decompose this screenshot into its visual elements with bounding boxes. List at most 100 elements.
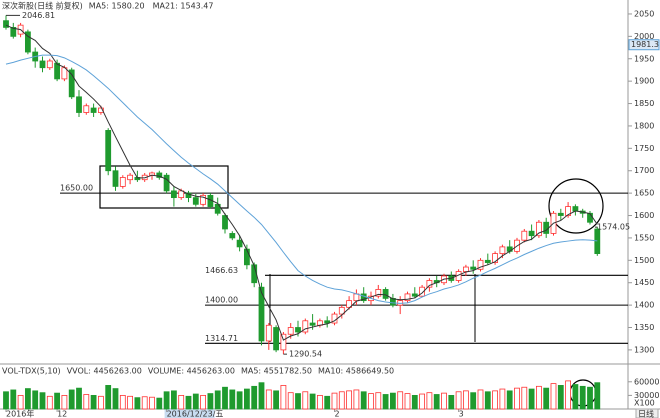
volume-bar (258, 382, 265, 410)
volume-legend: VVOL: 4456263.00 (67, 367, 142, 376)
volume-bar (10, 389, 17, 410)
volume-bar (375, 392, 382, 410)
y-tick-label: 1350 (634, 323, 654, 332)
volume-bar (163, 391, 170, 410)
volume-bar (309, 393, 316, 410)
volume-bar (368, 393, 374, 410)
candle-body (594, 228, 601, 255)
level-label: 1400.00 (205, 296, 238, 305)
candle-body (200, 194, 207, 205)
candle-body (587, 212, 593, 223)
candle-body (309, 322, 316, 326)
volume-bar (265, 389, 272, 410)
volume-bar (178, 394, 185, 410)
candle-body (411, 293, 418, 297)
volume-bar (105, 385, 112, 410)
candle-body (68, 69, 75, 98)
volume-bar (287, 392, 294, 410)
y-tick-label: 1900 (634, 77, 654, 86)
candle-body (3, 20, 9, 28)
volume-bar (90, 394, 97, 410)
y-tick-label: 1950 (634, 54, 654, 63)
y-tick-label: 2050 (634, 9, 654, 18)
y-tick-label: 1600 (634, 211, 654, 220)
legend-entry: MA21: 1543.47 (153, 2, 214, 11)
ma-line (5, 54, 598, 304)
candle-body (24, 31, 31, 53)
period-label: 日线 (638, 409, 654, 418)
volume-bar (17, 394, 24, 410)
volume-bar (338, 391, 345, 410)
volume-bar (185, 395, 192, 410)
volume-bar (46, 395, 53, 410)
volume-bar (433, 394, 440, 410)
volume-bar (543, 387, 550, 410)
price-tag: 1981.3 (631, 40, 659, 49)
volume-bar (39, 392, 46, 410)
volume-bar (200, 394, 207, 410)
volume-bar (3, 391, 9, 410)
highlight-circle (548, 178, 604, 234)
volume-bar (98, 395, 104, 410)
price-tag-box (628, 39, 660, 51)
x-tick-label: 2016年 (6, 409, 34, 418)
volume-bar (470, 392, 477, 410)
volume-bar (61, 394, 68, 410)
volume-title: VOL-TDX(5,10) (2, 367, 61, 376)
candle-body (499, 246, 506, 255)
volume-bar (528, 388, 535, 410)
candle-body (90, 107, 97, 113)
volume-bar (119, 394, 126, 410)
volume-bar (389, 392, 396, 410)
y-tick-label: 1800 (634, 121, 654, 130)
level-label: 1314.71 (205, 334, 238, 343)
volume-bar (353, 389, 360, 410)
volume-bar (557, 385, 564, 410)
candle-body (243, 248, 250, 266)
candle-body (112, 170, 119, 187)
candle-body (163, 174, 170, 192)
volume-legend: VOLUME: 4456263.00 (148, 367, 235, 376)
candle-body (76, 96, 82, 113)
candle-body (258, 286, 265, 342)
legend-entry: MA5: 1580.20 (89, 2, 145, 11)
candle-body (265, 324, 272, 342)
volume-bar (397, 391, 404, 410)
candle-body (178, 190, 185, 199)
volume-bar (404, 393, 411, 410)
candle-body (105, 130, 112, 172)
period-box (635, 408, 659, 418)
volume-bar (295, 393, 301, 410)
volume-bar (331, 392, 338, 410)
candle-body (192, 197, 199, 205)
candle-body (572, 206, 579, 212)
volume-bar (492, 390, 499, 410)
volume-bar (455, 391, 462, 410)
candle-body (83, 105, 90, 113)
volume-bar (156, 397, 163, 410)
candle-body (470, 266, 477, 270)
candle-body (222, 215, 228, 230)
volume-bar (236, 391, 243, 410)
volume-bar (514, 387, 520, 410)
volume-bar (251, 385, 258, 410)
x-tick-label: 3 (459, 410, 464, 418)
volume-bar (506, 390, 513, 410)
candle-body (156, 172, 163, 178)
y-tick-label: 1850 (634, 99, 654, 108)
volume-legend: MA5: 4551782.50 (241, 367, 312, 376)
volume-bar (477, 389, 484, 410)
candle-body (419, 286, 426, 297)
volume-bar (411, 394, 418, 410)
volume-bar (594, 382, 601, 410)
candle-body (324, 320, 331, 324)
volume-bar (192, 393, 199, 410)
volume-bar (324, 395, 331, 410)
volume-bar (76, 387, 82, 410)
consolidation-box (99, 165, 229, 209)
level-label: 1466.63 (205, 266, 238, 275)
volume-bar (448, 394, 455, 410)
y-tick-label: 1550 (634, 233, 654, 242)
volume-bar (280, 385, 287, 410)
